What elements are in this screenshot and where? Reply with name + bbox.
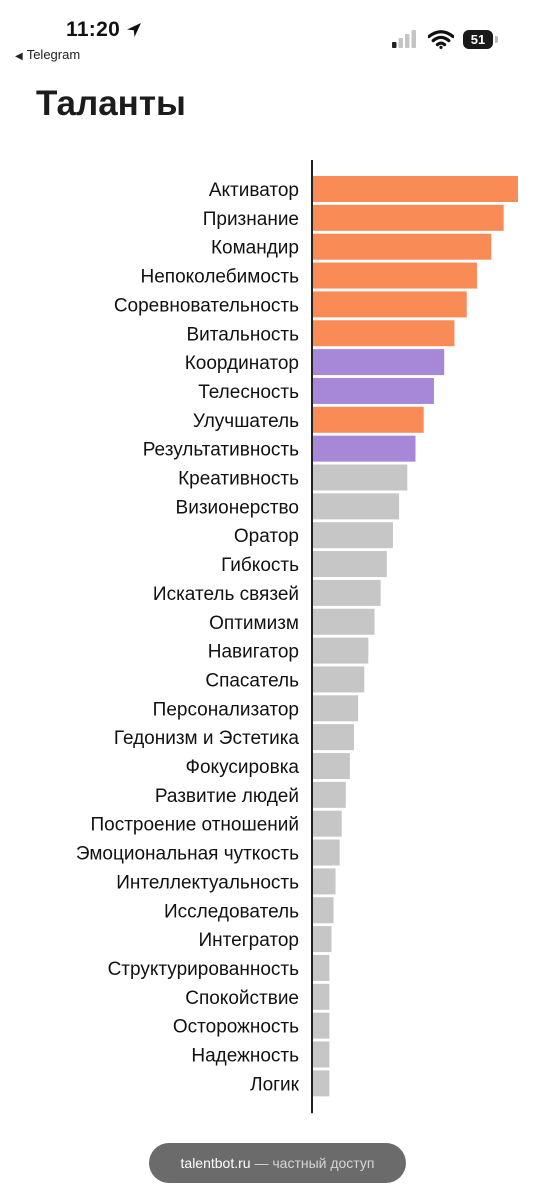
wifi-icon: [427, 30, 455, 54]
category-label: Результативность: [143, 440, 299, 461]
category-label: Эмоциональная чуткость: [76, 844, 299, 865]
back-label: Telegram: [26, 47, 81, 62]
location-arrow-icon: [126, 22, 142, 43]
bar: [313, 320, 455, 347]
category-label: Командир: [211, 238, 299, 259]
category-label: Навигатор: [208, 642, 299, 663]
battery-level: 51: [463, 30, 493, 49]
bar: [313, 176, 518, 202]
back-to-telegram-link[interactable]: ◀ Telegram: [15, 47, 80, 62]
category-label: Фокусировка: [186, 757, 300, 778]
bar: [313, 349, 445, 376]
category-label: Искатель связей: [153, 584, 299, 605]
category-label: Структурированность: [108, 959, 300, 980]
battery-icon: 51: [463, 30, 499, 49]
bar: [313, 666, 365, 693]
bar: [313, 579, 381, 606]
category-label: Признание: [203, 209, 299, 230]
bar: [313, 954, 330, 981]
bar: [313, 926, 332, 953]
status-bar: 11:20 ◀ Telegram 51: [0, 0, 553, 70]
bar: [313, 839, 340, 866]
bar: [313, 695, 359, 722]
bar: [313, 262, 477, 289]
category-label: Развитие людей: [155, 786, 299, 807]
bar: [313, 1070, 330, 1097]
bar: [313, 291, 467, 318]
bar: [313, 233, 492, 260]
footer-pill[interactable]: talentbot.ru — частный доступ: [149, 1143, 406, 1183]
category-label: Оратор: [234, 526, 299, 547]
bar: [313, 897, 334, 924]
talents-bar-chart: Активатор Признание Командир Непоколебимост…: [76, 160, 518, 1114]
bar: [313, 204, 504, 231]
category-label: Активатор: [209, 180, 299, 201]
bar: [313, 377, 434, 404]
bar: [313, 1041, 330, 1068]
bar: [313, 753, 350, 779]
bar: [313, 810, 342, 837]
category-label: Визионерство: [176, 497, 299, 518]
category-label: Логик: [250, 1074, 300, 1095]
category-label: Телесность: [198, 382, 299, 403]
cellular-signal-icon: [392, 30, 420, 53]
bar: [313, 608, 375, 635]
footer-suffix: — частный доступ: [250, 1155, 375, 1171]
back-triangle-icon: ◀: [15, 51, 23, 62]
bar: [313, 464, 408, 491]
battery-tip: [495, 36, 498, 43]
bar: [313, 781, 346, 808]
category-label: Витальность: [187, 324, 300, 345]
category-label: Креативность: [178, 469, 299, 490]
status-time: 11:20: [66, 18, 121, 41]
page-title: Таланты: [36, 84, 186, 123]
bar: [313, 868, 336, 895]
bar: [313, 724, 354, 751]
category-label: Интегратор: [199, 930, 299, 951]
category-label: Надежность: [191, 1046, 299, 1067]
bar: [313, 1012, 330, 1039]
category-label: Спокойствие: [185, 988, 299, 1009]
category-label: Построение отношений: [90, 815, 299, 836]
category-label: Исследователь: [164, 901, 299, 922]
category-label: Спасатель: [205, 670, 299, 691]
category-label: Интеллектуальность: [116, 872, 299, 893]
category-label: Гедонизм и Эстетика: [114, 728, 299, 749]
category-label: Улучшатель: [193, 411, 299, 432]
bar: [313, 522, 393, 549]
bar: [313, 435, 416, 462]
bar: [313, 637, 369, 664]
category-label: Соревновательность: [114, 295, 299, 316]
category-label: Оптимизм: [209, 613, 299, 634]
bar: [313, 406, 424, 433]
bar: [313, 983, 330, 1010]
footer-site: talentbot.ru: [180, 1155, 251, 1171]
category-label: Персонализатор: [153, 699, 299, 720]
bar: [313, 551, 387, 578]
bar: [313, 493, 400, 520]
category-label: Координатор: [185, 353, 299, 374]
category-label: Гибкость: [221, 555, 299, 576]
category-label: Осторожность: [173, 1017, 299, 1038]
category-label: Непоколебимость: [141, 267, 300, 288]
